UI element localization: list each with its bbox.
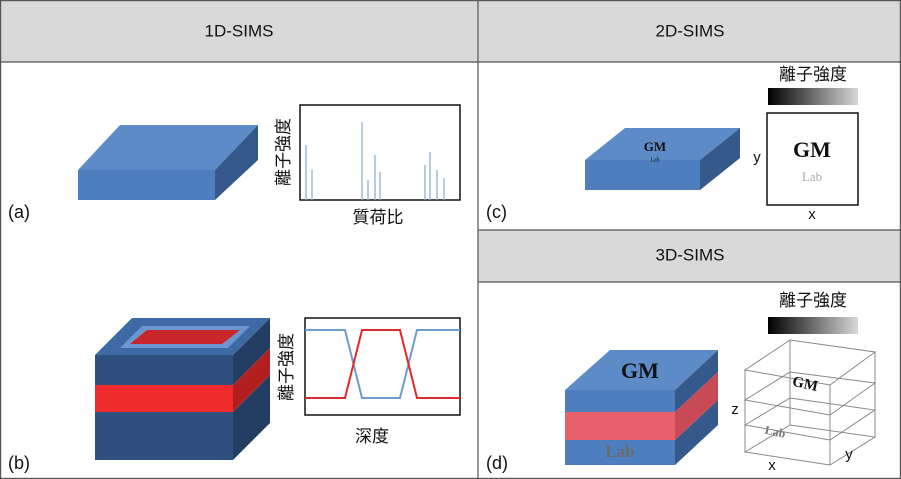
y-axis-label: 離子強度 — [277, 333, 297, 401]
axis-label: y — [845, 446, 853, 463]
profile-line-blue — [305, 329, 460, 399]
volume-wireframe — [743, 339, 877, 466]
layered-block — [565, 350, 718, 465]
layered-block — [95, 318, 270, 460]
header: 2D-SIMS — [656, 21, 725, 40]
colorbar — [768, 317, 858, 334]
sample-block — [585, 128, 740, 190]
sample-text: Lab — [650, 157, 659, 163]
header: 1D-SIMS — [205, 21, 274, 40]
image-text: GM — [793, 137, 831, 162]
y-axis-label: 離子強度 — [274, 118, 294, 186]
sample-block — [78, 125, 258, 200]
panel-label: (d) — [486, 453, 508, 473]
x-axis-label: 深度 — [355, 427, 389, 447]
spectrum-peaks — [305, 122, 445, 200]
header: 3D-SIMS — [656, 245, 725, 264]
sample-text: GM — [621, 358, 659, 383]
image-frame — [766, 112, 859, 206]
panel-label: (a) — [8, 202, 30, 222]
sample-text: Lab — [605, 442, 634, 461]
header-3d — [478, 230, 901, 282]
volume-text: Lab — [764, 423, 787, 441]
header-row — [0, 0, 901, 62]
x-axis-label: 質荷比 — [353, 208, 404, 228]
sample-text: GM — [644, 139, 666, 154]
axis-label: y — [753, 149, 761, 166]
volume-text: GM — [791, 374, 820, 395]
axis-label: x — [808, 206, 816, 223]
image-text: Lab — [802, 169, 822, 184]
panel-label: (b) — [8, 453, 30, 473]
colorbar-label: 離子強度 — [779, 65, 847, 85]
colorbar — [768, 88, 858, 105]
profile-frame — [304, 317, 461, 416]
profile-line-red — [305, 329, 460, 399]
axis-label: z — [731, 401, 739, 418]
axis-label: x — [768, 457, 776, 474]
colorbar-label: 離子強度 — [779, 291, 847, 311]
panel-label: (c) — [486, 202, 507, 222]
